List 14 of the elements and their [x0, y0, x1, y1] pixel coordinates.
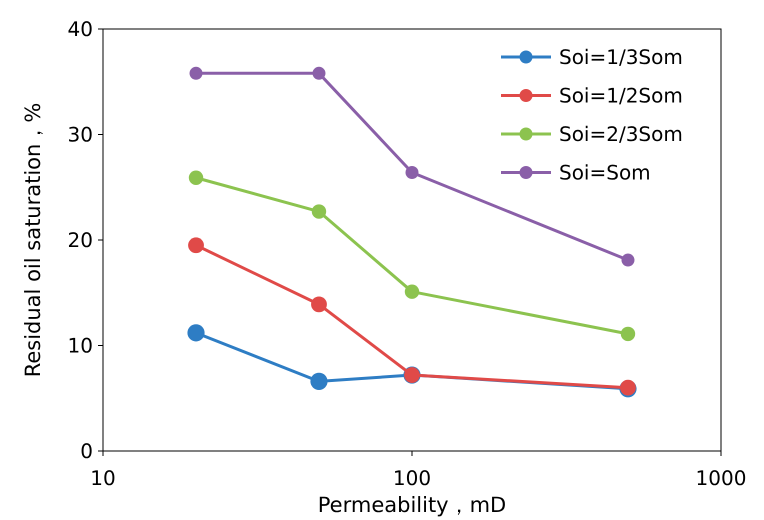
legend-label: Soi=1/2Som — [559, 84, 683, 108]
legend-label: Soi=2/3Som — [559, 122, 683, 146]
y-tick-label: 10 — [68, 334, 93, 358]
x-tick-label: 1000 — [696, 466, 746, 490]
y-tick-label: 20 — [68, 228, 93, 252]
x-axis-title: Permeability，mD — [318, 493, 506, 517]
y-tick-label: 40 — [68, 17, 93, 41]
legend-label: Soi=Som — [559, 160, 651, 184]
legend-label: Soi=1/3Som — [559, 45, 683, 69]
x-tick-label: 100 — [392, 466, 432, 490]
y-tick-label: 0 — [80, 439, 93, 463]
x-tick-label: 10 — [90, 466, 116, 490]
y-tick-label: 30 — [68, 122, 93, 146]
y-axis-title: Residual oil saturation，% — [21, 102, 45, 378]
